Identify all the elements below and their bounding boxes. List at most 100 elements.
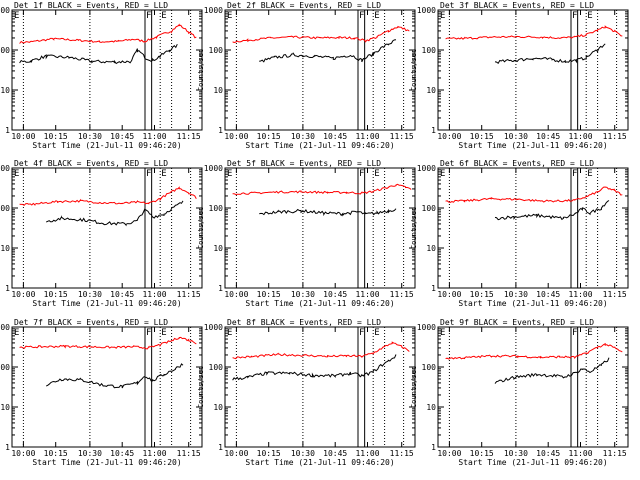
- x-tick-label: 10:45: [110, 290, 134, 299]
- x-tick-label: 10:30: [504, 290, 528, 299]
- plot-frame: [224, 326, 416, 448]
- events-series-line: [19, 43, 178, 65]
- x-axis-label: Start Time (21-Jul-11 09:46:20): [32, 141, 181, 150]
- y-axis-label: Counts/sec: [197, 49, 205, 91]
- event-mark-label: E: [374, 11, 379, 21]
- flare-mark-label: F: [146, 169, 151, 179]
- y-tick-label: 10: [0, 86, 10, 95]
- x-tick-label: 10:15: [257, 449, 281, 458]
- flare-mark-label: F: [572, 328, 577, 338]
- x-tick-label: 10:45: [323, 290, 347, 299]
- x-tick-label: 10:15: [257, 132, 281, 141]
- panel-det-8: Det 8f BLACK = Events, RED = LLD 1 10 100 10…: [197, 318, 416, 467]
- panel-det-3: Det 3f BLACK = Events, RED = LLD 1 10 100 10…: [410, 1, 629, 150]
- panel-det-2: Det 2f BLACK = Events, RED = LLD 1 10 100 10…: [197, 1, 416, 150]
- x-tick-label: 11:15: [390, 449, 414, 458]
- y-axis-label: Counts/sec: [197, 207, 205, 249]
- y-tick-label: 1000: [204, 323, 223, 332]
- x-axis-label: Start Time (21-Jul-11 09:46:20): [245, 299, 394, 308]
- x-tick-label: 11:00: [142, 290, 166, 299]
- x-tick-label: 11:15: [603, 132, 627, 141]
- corner-mark-label: E: [227, 328, 232, 338]
- y-tick-label: 100: [0, 46, 10, 55]
- corner-mark-label: E: [227, 169, 232, 179]
- x-axis-label: Start Time (21-Jul-11 09:46:20): [32, 299, 181, 308]
- x-tick-label: 10:15: [470, 290, 494, 299]
- corner-mark-label: E: [440, 11, 445, 21]
- x-tick-label: 10:45: [323, 449, 347, 458]
- y-tick-label: 100: [0, 204, 10, 213]
- x-axis-label: Start Time (21-Jul-11 09:46:20): [458, 141, 607, 150]
- y-tick-label: 1000: [204, 6, 223, 15]
- flare-interval-box: [144, 167, 153, 289]
- plot-frame: [437, 326, 629, 448]
- corner-mark-label: E: [440, 169, 445, 179]
- y-tick-label: 1: [431, 443, 436, 452]
- x-axis-label: Start Time (21-Jul-11 09:46:20): [245, 458, 394, 467]
- corner-mark-label: E: [227, 11, 232, 21]
- events-series-line: [45, 200, 184, 227]
- x-tick-label: 10:30: [504, 132, 528, 141]
- y-tick-label: 1000: [417, 6, 436, 15]
- x-tick-label: 10:45: [536, 290, 560, 299]
- corner-mark-label: E: [14, 11, 19, 21]
- y-tick-label: 100: [422, 363, 437, 372]
- y-tick-label: 100: [209, 204, 224, 213]
- x-tick-label: 10:00: [11, 449, 35, 458]
- lld-series-line: [19, 23, 197, 44]
- x-tick-label: 10:30: [78, 449, 102, 458]
- events-series-line: [494, 43, 606, 65]
- lld-series-line: [232, 183, 412, 196]
- panel-det-7: Det 7f BLACK = Events, RED = LLD 1 10 100 10…: [0, 318, 203, 467]
- flare-mark-label: F: [146, 11, 151, 21]
- panel-title: Det 3f BLACK = Events, RED = LLD: [440, 1, 594, 10]
- x-tick-label: 10:45: [536, 132, 560, 141]
- event-mark-label: E: [161, 328, 166, 338]
- x-tick-label: 11:00: [568, 290, 592, 299]
- y-axis-label: Counts/sec: [410, 49, 418, 91]
- y-tick-label: 1: [218, 443, 223, 452]
- y-tick-label: 1000: [0, 323, 10, 332]
- panel-title: Det 5f BLACK = Events, RED = LLD: [227, 159, 381, 168]
- event-mark-label: E: [374, 328, 379, 338]
- flare-mark-label: F: [359, 169, 364, 179]
- x-tick-label: 10:00: [224, 449, 248, 458]
- lld-series-line: [19, 336, 197, 350]
- x-tick-label: 10:30: [291, 132, 315, 141]
- y-tick-label: 100: [422, 46, 437, 55]
- y-tick-label: 10: [426, 244, 436, 253]
- plot-frame: [437, 9, 629, 131]
- x-tick-label: 10:15: [44, 132, 68, 141]
- lld-series-line: [445, 25, 623, 40]
- y-tick-label: 100: [209, 363, 224, 372]
- flare-mark-label: F: [572, 11, 577, 21]
- x-tick-label: 11:00: [142, 449, 166, 458]
- panel-title: Det 9f BLACK = Events, RED = LLD: [440, 318, 594, 327]
- lld-series-line: [232, 341, 410, 360]
- flare-interval-box: [144, 326, 153, 448]
- x-tick-label: 11:15: [390, 132, 414, 141]
- x-tick-label: 10:00: [11, 290, 35, 299]
- y-tick-label: 1: [5, 443, 10, 452]
- flare-interval-box: [357, 167, 366, 289]
- x-tick-label: 10:30: [78, 132, 102, 141]
- x-tick-label: 11:15: [177, 449, 201, 458]
- x-axis-label: Start Time (21-Jul-11 09:46:20): [458, 299, 607, 308]
- lld-series-line: [232, 25, 410, 44]
- y-axis-label: Counts/sec: [197, 366, 205, 408]
- plot-frame: [437, 167, 629, 289]
- lld-series-line: [445, 342, 623, 360]
- flare-interval-box: [357, 9, 366, 131]
- y-tick-label: 10: [426, 86, 436, 95]
- x-tick-label: 10:00: [224, 132, 248, 141]
- y-tick-label: 100: [209, 46, 224, 55]
- panel-title: Det 1f BLACK = Events, RED = LLD: [14, 1, 168, 10]
- flare-mark-label: F: [359, 11, 364, 21]
- x-tick-label: 10:30: [291, 449, 315, 458]
- panel-title: Det 2f BLACK = Events, RED = LLD: [227, 1, 381, 10]
- x-tick-label: 11:00: [568, 449, 592, 458]
- flare-interval-box: [570, 9, 579, 131]
- panel-title: Det 6f BLACK = Events, RED = LLD: [440, 159, 594, 168]
- panel-det-4: Det 4f BLACK = Events, RED = LLD 1 10 100 10…: [0, 159, 203, 308]
